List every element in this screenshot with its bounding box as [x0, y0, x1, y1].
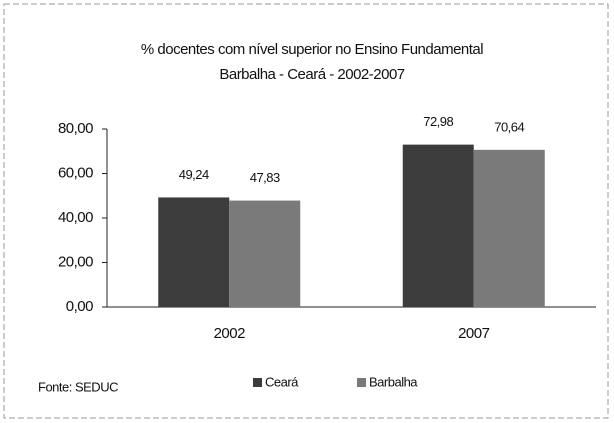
y-tick-label: 40,00 [58, 209, 93, 226]
y-tick-label: 0,00 [66, 298, 93, 315]
chart-frame [3, 3, 609, 419]
chart-title: % docentes com nível superior no Ensino … [141, 41, 483, 58]
source-note: Fonte: SEDUC [38, 379, 118, 394]
bar [158, 197, 230, 307]
y-tick-label: 20,00 [58, 253, 93, 270]
x-tick-label: 2002 [214, 325, 246, 342]
bar [473, 149, 545, 307]
y-tick-label: 60,00 [58, 164, 93, 181]
chart-subtitle: Barbalha - Ceará - 2002-2007 [219, 66, 404, 83]
legend-swatch [357, 378, 366, 387]
legend-label: Barbalha [369, 374, 418, 389]
data-label: 72,98 [423, 114, 453, 129]
x-tick-label: 2007 [458, 325, 490, 342]
bar [402, 144, 474, 307]
data-label: 47,83 [250, 170, 280, 185]
y-tick-label: 80,00 [58, 120, 93, 137]
data-label: 49,24 [179, 167, 209, 182]
bar [229, 200, 301, 307]
legend-swatch [253, 378, 262, 387]
legend-label: Ceará [265, 374, 299, 389]
data-label: 70,64 [494, 119, 524, 134]
